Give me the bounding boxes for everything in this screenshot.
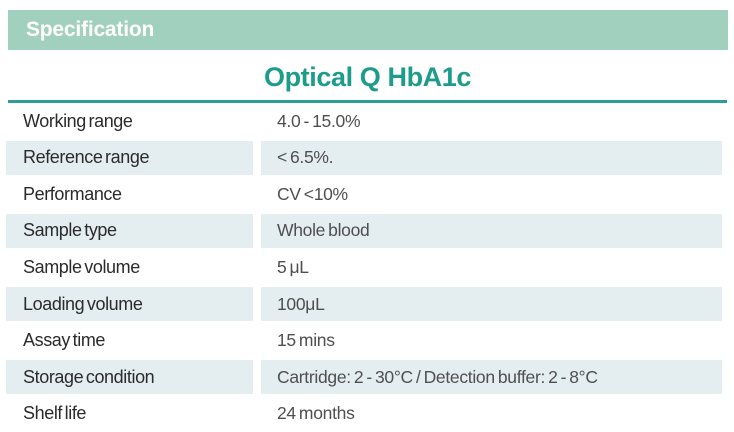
table-row: Loading volume 100μL bbox=[6, 286, 722, 323]
spec-value: 24 months bbox=[277, 403, 355, 424]
table-row: Performance CV <10% bbox=[6, 176, 722, 213]
spec-label: Working range bbox=[23, 110, 133, 131]
spec-value: Whole blood bbox=[261, 213, 722, 249]
spec-value: 5 μL bbox=[277, 256, 309, 277]
spec-label: Sample volume bbox=[23, 256, 140, 277]
spec-table: Working range 4.0 - 15.0% Reference rang… bbox=[6, 103, 722, 432]
spec-label: Reference range bbox=[6, 140, 253, 176]
spec-value: < 6.5%. bbox=[261, 140, 722, 176]
section-header-label: Specification bbox=[26, 18, 155, 41]
table-row: Sample type Whole blood bbox=[6, 213, 722, 250]
spec-value: 100μL bbox=[261, 286, 722, 322]
section-header-badge: Specification bbox=[8, 10, 728, 50]
spec-label: Shelf life bbox=[23, 403, 87, 424]
spec-label: Performance bbox=[23, 183, 122, 204]
table-row: Sample volume 5 μL bbox=[6, 249, 722, 286]
table-row: Working range 4.0 - 15.0% bbox=[6, 103, 722, 140]
table-row: Shelf life 24 months bbox=[6, 395, 722, 432]
spec-label: Loading volume bbox=[6, 286, 253, 322]
title-underline bbox=[8, 100, 727, 103]
table-row: Assay time 15 mins bbox=[6, 322, 722, 359]
table-row: Reference range < 6.5%. bbox=[6, 140, 722, 177]
table-row: Storage condition Cartridge: 2 - 30°C / … bbox=[6, 359, 722, 396]
product-title: Optical Q HbA1c bbox=[263, 61, 472, 92]
spec-label: Assay time bbox=[23, 330, 106, 351]
spec-value: 15 mins bbox=[277, 330, 335, 351]
spec-label: Storage condition bbox=[6, 359, 253, 395]
spec-value: CV <10% bbox=[277, 183, 348, 204]
spec-value: 4.0 - 15.0% bbox=[277, 110, 361, 131]
spec-value: Cartridge: 2 - 30°C / Detection buffer: … bbox=[261, 359, 722, 395]
spec-label: Sample type bbox=[6, 213, 253, 249]
